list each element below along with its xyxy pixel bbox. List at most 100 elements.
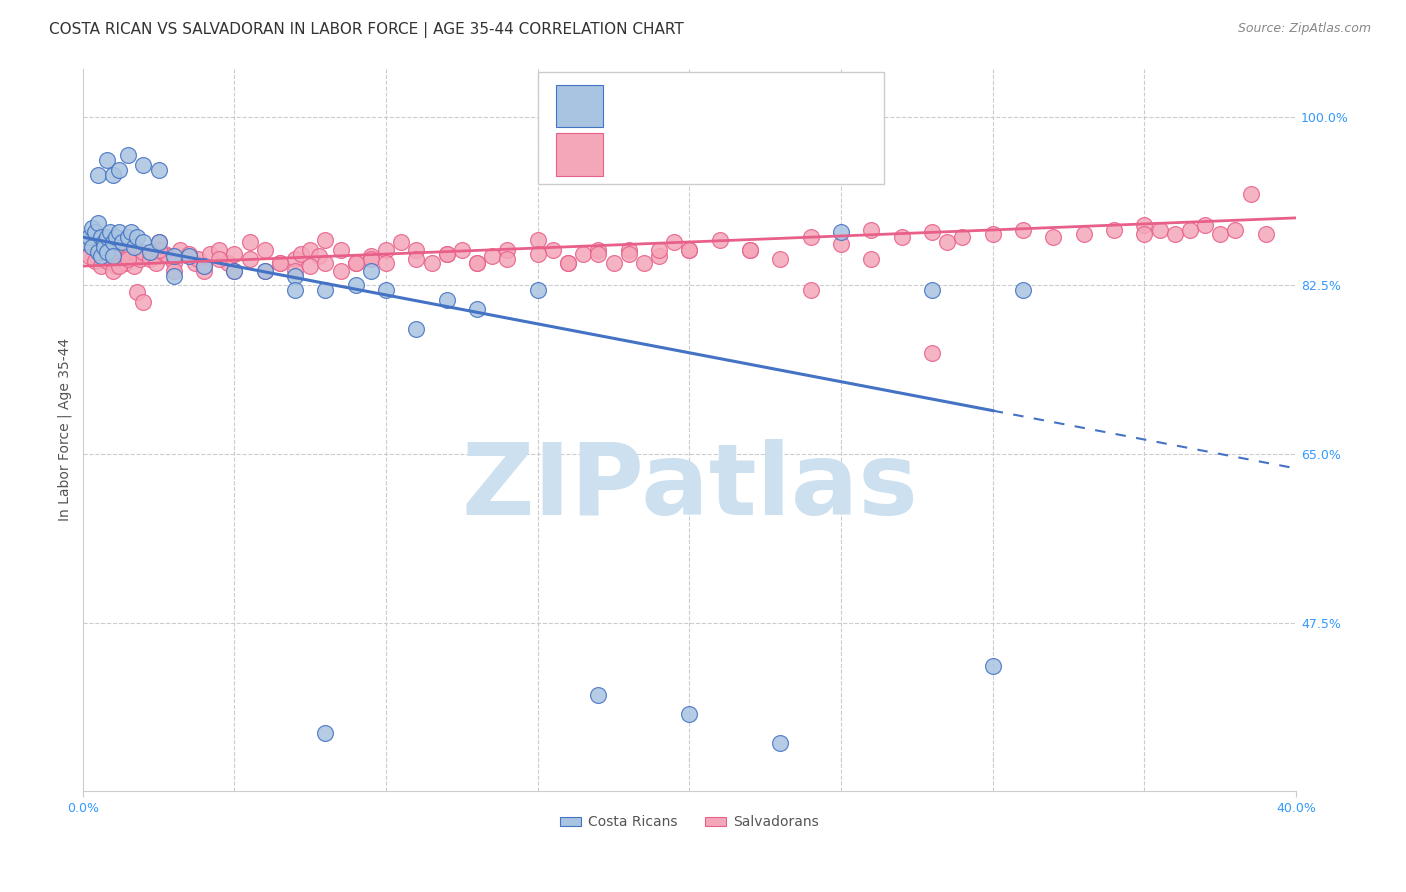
Point (617, 243, 640, 257)
Point (375, 283, 398, 297)
Point (921, 346, 943, 360)
Point (96, 244, 118, 259)
Point (1209, 227, 1232, 242)
Point (117, 148, 139, 162)
Point (1178, 223, 1201, 237)
Point (344, 256, 367, 270)
Point (830, 236, 852, 251)
Point (1042, 230, 1064, 244)
Point (132, 235, 155, 249)
Point (77, 249, 100, 263)
Point (217, 256, 239, 270)
Point (253, 264, 276, 278)
Point (405, 322, 427, 336)
Point (572, 246, 595, 260)
Text: Source: ZipAtlas.com: Source: ZipAtlas.com (1237, 22, 1371, 36)
Point (360, 252, 382, 267)
Point (120, 243, 142, 257)
Point (678, 243, 700, 257)
Point (360, 264, 382, 278)
Legend: Costa Ricans, Salvadorans: Costa Ricans, Salvadorans (554, 810, 824, 835)
Point (284, 268, 307, 283)
Point (75, 244, 97, 259)
Point (224, 264, 246, 278)
Point (127, 230, 149, 244)
Point (1164, 227, 1187, 242)
Point (105, 259, 128, 273)
Point (93, 244, 115, 259)
Point (375, 256, 398, 270)
Point (148, 162, 170, 177)
Point (224, 264, 246, 278)
Point (114, 256, 136, 270)
Point (557, 256, 579, 270)
Point (830, 225, 852, 239)
Text: R =  0.379   N = 125: R = 0.379 N = 125 (616, 145, 803, 163)
Point (588, 246, 610, 260)
Point (80, 220, 103, 235)
Point (269, 256, 291, 270)
Point (1149, 223, 1171, 237)
Point (557, 256, 579, 270)
Point (284, 283, 307, 297)
Point (952, 230, 974, 244)
Point (77, 230, 100, 244)
Point (93, 240, 115, 254)
Point (193, 264, 215, 278)
Point (344, 278, 367, 293)
Point (1254, 227, 1277, 242)
Point (1073, 227, 1095, 242)
Point (108, 252, 131, 267)
Point (633, 256, 655, 270)
Point (239, 235, 262, 249)
Point (436, 246, 458, 260)
Point (153, 246, 176, 260)
Point (420, 256, 443, 270)
Point (101, 168, 124, 182)
Point (253, 243, 276, 257)
Point (405, 252, 427, 267)
Point (101, 249, 124, 263)
Point (314, 283, 336, 297)
Point (800, 230, 823, 244)
Point (108, 259, 131, 273)
FancyBboxPatch shape (555, 133, 603, 176)
Point (198, 246, 221, 260)
FancyBboxPatch shape (537, 72, 883, 184)
Point (740, 243, 762, 257)
Point (193, 259, 215, 273)
Y-axis label: In Labor Force | Age 35-44: In Labor Force | Age 35-44 (58, 338, 72, 522)
Point (132, 244, 155, 259)
FancyBboxPatch shape (555, 85, 603, 128)
Point (465, 302, 488, 317)
Point (148, 243, 170, 257)
Point (163, 249, 186, 263)
Point (145, 256, 167, 270)
Point (132, 158, 155, 172)
Point (129, 252, 152, 267)
Point (588, 243, 610, 257)
Point (87, 168, 110, 182)
Point (90, 259, 112, 273)
Point (105, 230, 128, 244)
Point (96, 153, 118, 167)
Point (108, 162, 131, 177)
Point (496, 243, 519, 257)
Point (541, 243, 564, 257)
Point (124, 240, 146, 254)
Point (981, 659, 1004, 673)
Point (101, 235, 124, 249)
Point (678, 243, 700, 257)
Point (90, 249, 112, 263)
Point (936, 235, 959, 249)
Point (375, 243, 398, 257)
Point (314, 726, 336, 740)
Point (117, 252, 139, 267)
Point (96, 254, 118, 268)
Point (87, 240, 110, 254)
Point (1012, 283, 1035, 297)
Point (111, 243, 134, 257)
Point (314, 233, 336, 247)
Point (163, 268, 186, 283)
Point (299, 259, 322, 273)
